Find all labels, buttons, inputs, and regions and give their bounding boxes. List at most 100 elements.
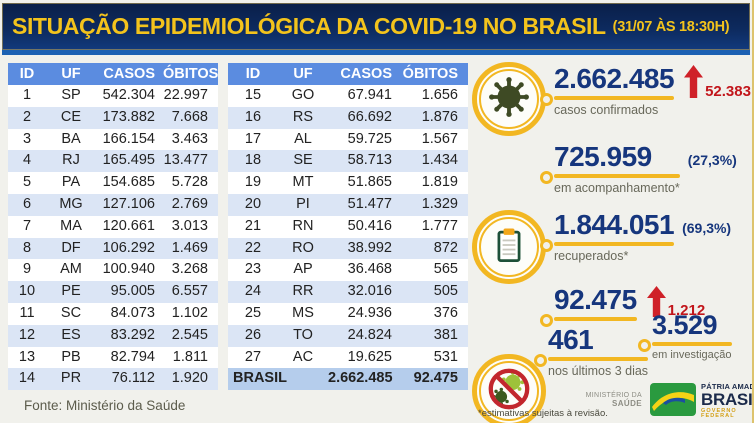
casos-cell: 154.685 xyxy=(102,174,155,191)
row-id: 10 xyxy=(18,283,36,300)
casos-cell: 67.941 xyxy=(347,87,392,103)
monitoring-circle xyxy=(472,210,546,284)
column-header: ÓBITOS xyxy=(402,66,458,82)
row-id: 9 xyxy=(22,261,32,278)
obitos-cell: 6.557 xyxy=(171,283,208,300)
recovered-label: recuperados* xyxy=(554,249,629,263)
states-table-left: ID UF CASOS ÓBITOS 1 SP 542.304 22.997 2 CE 173.88… xyxy=(8,63,218,391)
obitos-cell: 1.469 xyxy=(171,239,208,256)
row-id: 5 xyxy=(22,174,32,191)
obitos-cell: 872 xyxy=(433,239,458,256)
obitos-cell: 2.769 xyxy=(171,195,208,212)
row-id: 18 xyxy=(244,152,262,169)
uf-cell: AC xyxy=(292,348,314,365)
uf-cell: RN xyxy=(292,217,314,234)
column-header: UF xyxy=(61,66,81,82)
table-row: 17 AL 59.725 1.567 xyxy=(228,128,468,151)
obitos-cell: 3.463 xyxy=(171,130,208,147)
page-title: SITUAÇÃO EPIDEMIOLÓGICA DA COVID-19 NO B… xyxy=(12,13,606,39)
casos-cell: 58.713 xyxy=(347,152,392,169)
gov-line1: PÁTRIA AMADA xyxy=(701,382,752,391)
monitoring-label: em acompanhamento* xyxy=(554,181,680,195)
row-id: 4 xyxy=(22,152,32,169)
obitos-cell: 1.811 xyxy=(172,348,208,365)
underline xyxy=(540,171,680,184)
casos-cell: 95.005 xyxy=(110,283,155,300)
uf-cell: GO xyxy=(291,87,315,103)
obitos-cell: 1.434 xyxy=(421,152,458,169)
total-casos: 2.662.485 xyxy=(328,370,393,387)
table-row: 21 RN 50.416 1.777 xyxy=(228,215,468,238)
table-row: 19 MT 51.865 1.819 xyxy=(228,172,468,194)
uf-cell: BA xyxy=(61,130,81,147)
clipboard-icon xyxy=(487,223,531,272)
obitos-cell: 565 xyxy=(433,261,458,278)
casos-cell: 51.865 xyxy=(347,174,392,191)
column-header: ID xyxy=(245,66,261,82)
obitos-cell: 22.997 xyxy=(163,87,208,103)
row-id: 26 xyxy=(244,326,262,343)
row-id: 16 xyxy=(244,108,262,125)
casos-cell: 83.292 xyxy=(110,326,155,343)
row-id: 20 xyxy=(244,195,262,212)
table-row: 3 BA 166.154 3.463 xyxy=(8,128,218,151)
recovered-percent: (69,3%) xyxy=(682,220,732,236)
table-row: 18 SE 58.713 1.434 xyxy=(228,150,468,173)
obitos-cell: 531 xyxy=(433,348,458,365)
row-id: 8 xyxy=(22,239,32,256)
table-row: 16 RS 66.692 1.876 xyxy=(228,106,468,129)
row-id: 19 xyxy=(244,174,262,191)
obitos-cell: 1.102 xyxy=(171,304,208,321)
row-id: 24 xyxy=(244,283,262,300)
table-header-row: ID UF CASOS ÓBITOS xyxy=(8,63,218,85)
table-row: 2 CE 173.882 7.668 xyxy=(8,106,218,129)
obitos-cell: 5.728 xyxy=(171,174,208,191)
row-id: 3 xyxy=(22,130,32,147)
casos-cell: 127.106 xyxy=(102,195,155,212)
uf-cell: RS xyxy=(292,108,314,125)
uf-cell: CE xyxy=(60,108,82,125)
row-id: 27 xyxy=(244,348,262,365)
uf-cell: SP xyxy=(61,87,81,103)
virus-icon xyxy=(486,74,532,125)
table-row: 12 ES 83.292 2.545 xyxy=(8,324,218,347)
table-row: 23 AP 36.468 565 xyxy=(228,259,468,282)
casos-cell: 106.292 xyxy=(102,239,155,256)
underline xyxy=(638,339,732,352)
stats-panel: 2.662.485 casos confirmados 52.383 xyxy=(470,60,752,423)
table-row: 7 MA 120.661 3.013 xyxy=(8,215,218,238)
casos-cell: 36.468 xyxy=(347,261,392,278)
obitos-cell: 1.819 xyxy=(421,174,458,191)
uf-cell: PI xyxy=(296,195,310,212)
stat-monitoring: 725.959 em acompanhamento* (27,3%) xyxy=(540,143,737,195)
row-id: 22 xyxy=(244,239,262,256)
casos-cell: 19.625 xyxy=(347,348,392,365)
arrow-up-icon xyxy=(646,286,666,322)
recovered-circle xyxy=(472,354,546,423)
table-header-row: ID UF CASOS ÓBITOS xyxy=(228,63,468,85)
underline xyxy=(539,239,675,252)
uf-cell: SE xyxy=(293,152,313,169)
uf-cell: PR xyxy=(60,370,82,387)
gov-line3: GOVERNO FEDERAL xyxy=(701,407,737,419)
uf-cell: PB xyxy=(61,348,81,365)
gov-logo-text: PÁTRIA AMADA BRASIL GOVERNO FEDERAL xyxy=(701,382,752,420)
casos-cell: 166.154 xyxy=(102,130,155,147)
arrow-up-icon xyxy=(684,65,704,103)
confirmed-value: 2.662.485 xyxy=(554,63,675,94)
deaths-value: 92.475 xyxy=(554,284,637,315)
casos-cell: 84.073 xyxy=(110,304,155,321)
underline xyxy=(539,93,675,106)
obitos-cell: 3.013 xyxy=(171,217,208,234)
uf-cell: ES xyxy=(61,326,81,343)
uf-cell: MS xyxy=(292,304,314,321)
investigation-value: 3.529 xyxy=(652,310,718,340)
table-row: 27 AC 19.625 531 xyxy=(228,346,468,369)
investigation-label: em investigação xyxy=(652,349,732,361)
uf-cell: RO xyxy=(292,239,314,256)
casos-cell: 82.794 xyxy=(110,348,155,365)
casos-cell: 32.016 xyxy=(347,283,392,300)
obitos-cell: 3.268 xyxy=(171,261,208,278)
states-table-right: ID UF CASOS ÓBITOS 15 GO 67.941 1.656 16 RS 66.692… xyxy=(228,63,468,391)
obitos-cell: 1.920 xyxy=(171,370,208,387)
